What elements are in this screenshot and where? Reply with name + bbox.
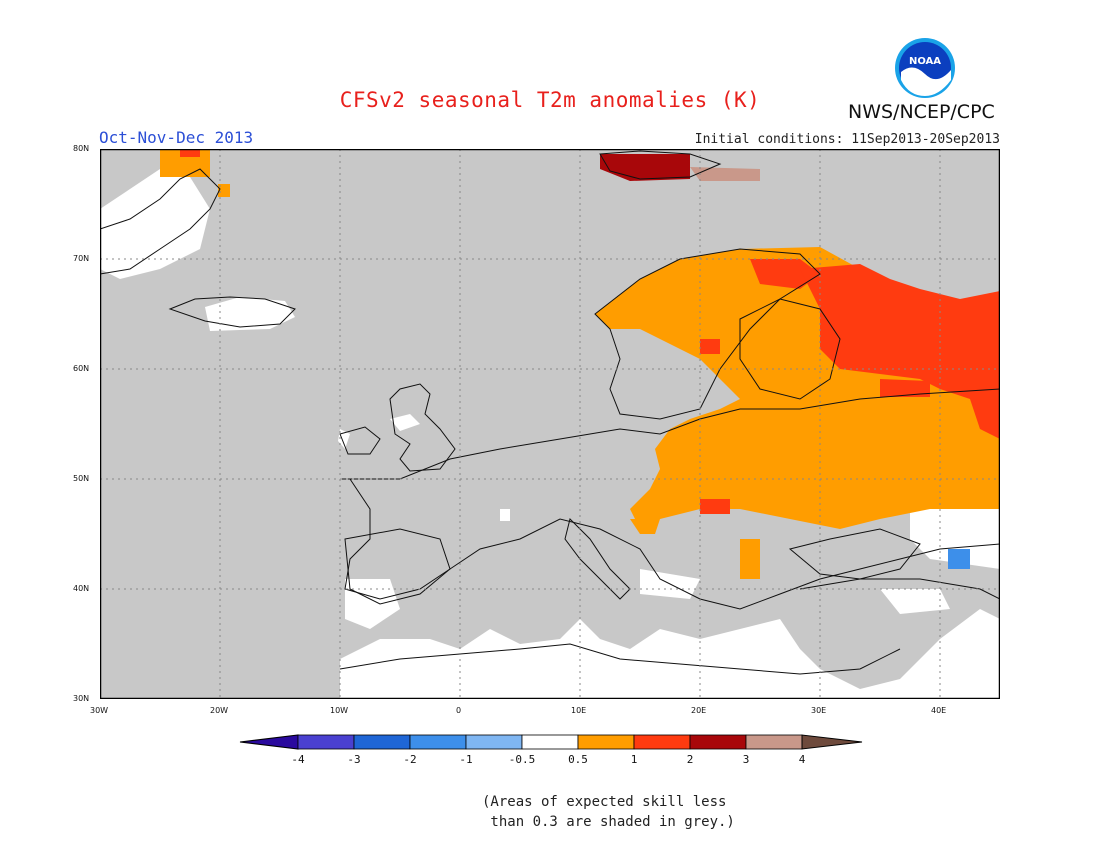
colorbar-segment — [465, 734, 523, 750]
colorbar-segment — [577, 734, 635, 750]
map-svg — [99, 148, 1001, 700]
colorbar-segments — [239, 734, 863, 750]
colorbar-segment — [409, 734, 467, 750]
skill-note: (Areas of expected skill less than 0.3 a… — [482, 792, 735, 832]
graticule — [100, 149, 1000, 699]
colorbar-arrow-low — [239, 734, 299, 750]
colorbar-segment — [521, 734, 579, 750]
colorbar-tick-label: -0.5 — [509, 753, 536, 766]
initial-conditions: Initial conditions: 11Sep2013-20Sep2013 — [694, 132, 1000, 147]
lat-tick-40N: 40N — [73, 584, 90, 593]
colorbar-svg: -4 -3 -2 -1 -0.5 0.5 1 2 3 4 — [239, 734, 863, 766]
colorbar-arrow-high — [801, 734, 863, 750]
forecast-period: Oct-Nov-Dec 2013 — [99, 128, 254, 147]
colorbar-tick-label: 2 — [687, 753, 694, 766]
cool-anomaly-regions — [948, 549, 970, 569]
colorbar-tick-label: 1 — [631, 753, 638, 766]
lon-tick-40E: 40E — [931, 706, 947, 715]
lon-tick-30E: 30E — [811, 706, 827, 715]
svg-text:NOAA: NOAA — [909, 56, 941, 67]
colorbar-tick-label: 3 — [743, 753, 750, 766]
colorbar-tick-label: 0.5 — [568, 753, 588, 766]
colorbar-tick-label: -2 — [403, 753, 416, 766]
lat-tick-50N: 50N — [73, 474, 90, 483]
lat-tick-70N: 70N — [73, 254, 90, 263]
colorbar: -4 -3 -2 -1 -0.5 0.5 1 2 3 4 — [238, 733, 864, 773]
colorbar-tick-label: -4 — [291, 753, 305, 766]
colorbar-tick-label: -3 — [347, 753, 360, 766]
colorbar-tick-label: -1 — [459, 753, 472, 766]
skill-note-line1: (Areas of expected skill less — [482, 794, 727, 810]
warm-anomaly-1-2-regions — [180, 149, 1000, 514]
agency-label: NWS/NCEP/CPC — [848, 101, 995, 123]
colorbar-segment — [633, 734, 691, 750]
colorbar-segment — [689, 734, 747, 750]
map-border — [99, 148, 1001, 700]
anomaly-map — [99, 148, 1001, 700]
colorbar-segment — [353, 734, 411, 750]
lat-tick-60N: 60N — [73, 364, 90, 373]
colorbar-ticks: -4 -3 -2 -1 -0.5 0.5 1 2 3 4 — [291, 753, 805, 766]
lat-tick-80N: 80N — [73, 144, 90, 153]
skill-note-line2: than 0.3 are shaded in grey.) — [482, 814, 735, 830]
warm-anomaly-3-4-regions — [690, 167, 760, 181]
lat-tick-30N: 30N — [73, 694, 90, 703]
lon-tick-30W: 30W — [90, 706, 109, 715]
colorbar-tick-label: 4 — [799, 753, 806, 766]
lon-tick-10W: 10W — [330, 706, 349, 715]
lon-tick-0: 0 — [456, 706, 462, 715]
noaa-logo-icon: NOAA — [895, 38, 955, 98]
colorbar-segment — [297, 734, 355, 750]
colorbar-segment — [745, 734, 803, 750]
lon-tick-20W: 20W — [210, 706, 229, 715]
chart-title: CFSv2 seasonal T2m anomalies (K) — [339, 88, 761, 112]
lon-tick-10E: 10E — [571, 706, 587, 715]
lon-tick-20E: 20E — [691, 706, 707, 715]
